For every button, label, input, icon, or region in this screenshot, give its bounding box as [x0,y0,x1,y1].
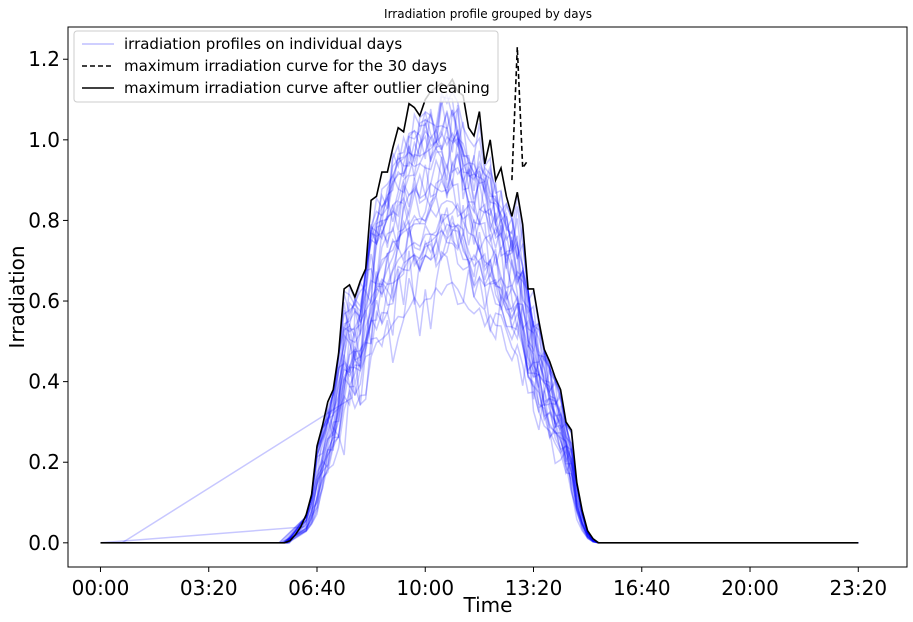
y-tick-label: 0.0 [28,531,60,555]
y-axis-ticks: 0.0 0.2 0.4 0.6 0.8 1.0 1.2 [28,47,68,555]
y-tick-label: 1.0 [28,128,60,152]
legend-box [73,30,499,103]
x-tick-label: 16:40 [613,576,671,600]
max-curve-30-days-dashed [511,47,529,181]
x-tick-label: 06:40 [288,576,346,600]
legend-label-max-dashed: maximum irradiation curve for the 30 day… [124,57,447,75]
legend-label-max-solid: maximum irradiation curve after outlier … [124,79,490,97]
x-tick-label: 00:00 [72,576,130,600]
chart-title: Irradiation profile grouped by days [384,7,592,21]
y-tick-label: 0.2 [28,450,60,474]
x-tick-label: 20:00 [721,576,779,600]
x-tick-label: 03:20 [180,576,238,600]
y-tick-label: 0.4 [28,370,60,394]
x-axis-ticks: 00:00 03:20 06:40 10:00 13:20 16:40 20:00 23:20 [72,567,887,600]
y-tick-label: 1.2 [28,47,60,71]
y-tick-label: 0.6 [28,289,60,313]
y-tick-label: 0.8 [28,208,60,232]
legend-label-daily: irradiation profiles on individual days [124,35,402,53]
legend: irradiation profiles on individual days … [73,30,499,103]
y-axis-label: Irradiation [5,245,29,348]
plot-frame [67,26,908,568]
max-curves [100,47,859,544]
x-axis-label: Time [463,593,513,617]
x-tick-label: 10:00 [396,576,454,600]
max-curve-after-cleaning-solid [100,77,859,544]
x-tick-label: 13:20 [505,576,563,600]
x-tick-label: 23:20 [829,576,887,600]
